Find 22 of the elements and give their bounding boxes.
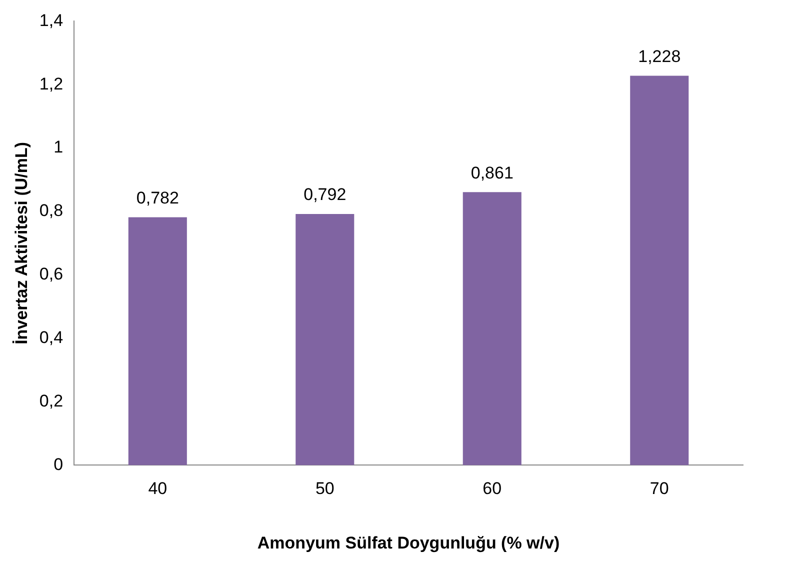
y-tick-label: 0,2 — [39, 391, 64, 410]
x-tick-label: 70 — [650, 479, 669, 498]
y-tick-label: 1,4 — [39, 10, 64, 30]
data-label: 1,228 — [638, 46, 681, 66]
y-tick-label: 0,8 — [39, 201, 64, 220]
bar — [128, 217, 187, 466]
y-tick-label: 1 — [54, 138, 64, 157]
x-axis-title: Amonyum Sülfat Doygunluğu (% w/v) — [257, 533, 560, 552]
x-tick-label: 60 — [482, 479, 502, 498]
bar — [630, 76, 689, 466]
y-tick-label: 0,4 — [39, 328, 64, 348]
y-tick-label: 0 — [54, 454, 64, 474]
data-label: 0,782 — [136, 188, 179, 208]
y-axis-title: İnvertaz Aktivitesi (U/mL) — [12, 142, 31, 344]
bar — [296, 214, 354, 466]
y-tick-label: 0,6 — [39, 264, 64, 284]
y-tick-label: 1,2 — [39, 74, 64, 94]
data-label: 0,861 — [470, 163, 514, 182]
data-label: 0,792 — [304, 185, 346, 204]
bar — [462, 192, 522, 466]
x-tick-label: 50 — [315, 479, 334, 498]
x-tick-label: 40 — [148, 479, 168, 498]
